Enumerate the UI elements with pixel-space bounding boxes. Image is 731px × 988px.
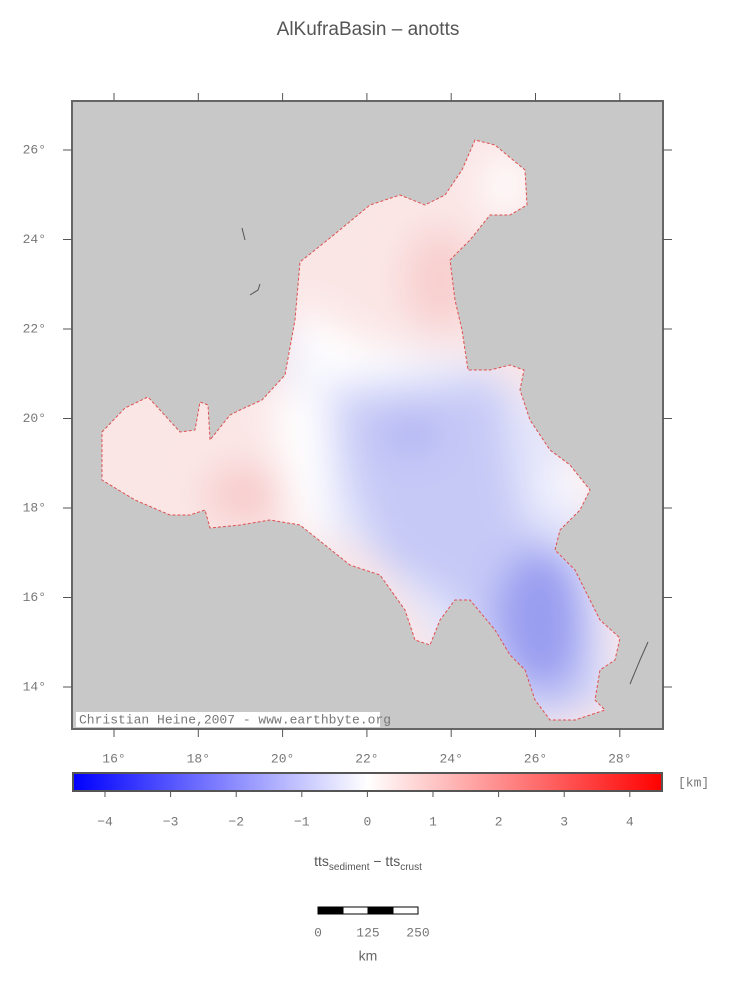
- credit: Christian Heine,2007 - www.earthbyte.org: [79, 712, 391, 727]
- lat-tick-label: 14°: [23, 679, 46, 694]
- scale-tick-label: 0: [314, 925, 322, 940]
- colorbar-tick-label: 1: [429, 814, 437, 829]
- label-sub: crust: [400, 862, 422, 873]
- colorbar-tick-label: 0: [363, 814, 371, 829]
- lat-tick-label: 20°: [23, 411, 46, 426]
- colorbar-unit: [km]: [678, 775, 709, 790]
- scale-bar: [317, 906, 419, 915]
- lat-tick-label: 18°: [23, 500, 46, 515]
- colorbar: [72, 772, 663, 792]
- credit-box: [76, 712, 380, 727]
- lat-tick-label: 24°: [23, 232, 46, 247]
- colorbar-tick-label: −1: [294, 814, 310, 829]
- colorbar-tick-label: −2: [228, 814, 244, 829]
- coastline: [241, 227, 649, 685]
- lat-tick-label: 22°: [23, 321, 46, 336]
- label-part: tts: [314, 853, 329, 869]
- lon-tick-label: 20°: [271, 751, 294, 766]
- colorbar-tick-label: 4: [626, 814, 634, 829]
- label-sub: sediment: [329, 862, 370, 873]
- label-part: − tts: [369, 853, 400, 869]
- colorbar-tick-label: −3: [163, 814, 179, 829]
- lon-tick-label: 26°: [524, 751, 547, 766]
- lon-tick-label: 28°: [608, 751, 631, 766]
- lat-tick-label: 26°: [23, 142, 46, 157]
- scale-tick-label: 125: [356, 925, 379, 940]
- lon-tick-label: 24°: [439, 751, 462, 766]
- colorbar-tick-label: −4: [97, 814, 113, 829]
- colorbar-label: ttssediment − ttscrust: [314, 853, 422, 873]
- scale-tick-label: 250: [406, 925, 429, 940]
- lat-tick-label: 16°: [23, 590, 46, 605]
- lon-tick-label: 16°: [102, 751, 125, 766]
- basin-outline: [101, 139, 621, 721]
- colorbar-tick-label: 3: [560, 814, 568, 829]
- lon-tick-label: 18°: [187, 751, 210, 766]
- scale-unit: km: [359, 948, 378, 964]
- lon-tick-label: 22°: [355, 751, 378, 766]
- colorbar-tick-label: 2: [495, 814, 503, 829]
- title: AlKufraBasin – anotts: [277, 19, 460, 40]
